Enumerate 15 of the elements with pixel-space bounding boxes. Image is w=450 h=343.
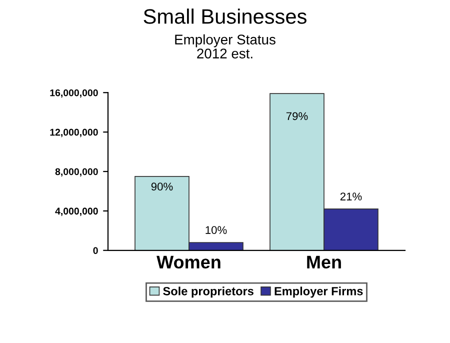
annotation: 90% <box>151 182 173 191</box>
y-tick-label: 4,000,000 <box>55 208 98 216</box>
legend-label: Sole proprietors <box>163 286 254 298</box>
annotation: 10% <box>206 226 227 234</box>
legend-label: Employer Firms <box>274 286 363 298</box>
y-tick-label: 0 <box>93 247 98 254</box>
y-tick-label: 12,000,000 <box>50 128 98 138</box>
annotation: 79% <box>286 112 308 120</box>
y-tick-label: 16,000,000 <box>50 89 98 98</box>
y-tick-label: 8,000,000 <box>55 168 98 177</box>
chart-subtitle: Employer Status 2012 est. <box>175 34 276 58</box>
annotation: 21% <box>340 192 362 200</box>
x-tick-label: Men <box>307 256 341 269</box>
chart-title: Small Businesses <box>144 8 306 24</box>
x-tick-label: Women <box>156 256 220 269</box>
